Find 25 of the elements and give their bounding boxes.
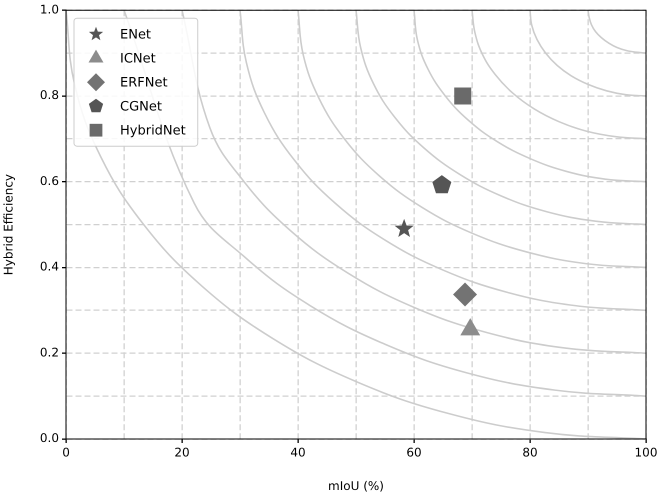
point xyxy=(454,87,472,104)
y-tick-label: 0.6 xyxy=(40,174,59,188)
legend-label: CGNet xyxy=(120,100,162,115)
y-tick-label: 0.0 xyxy=(40,431,59,446)
x-tick-label: 60 xyxy=(406,445,422,460)
point xyxy=(432,175,452,194)
y-tick-label: 0.8 xyxy=(40,88,59,102)
legend-label: ICNet xyxy=(120,52,156,67)
point xyxy=(394,218,414,237)
y-tick-label: 1.0 xyxy=(40,2,59,16)
y-axis-title: Hybrid Efficiency xyxy=(1,174,16,276)
x-tick-label: 20 xyxy=(174,445,190,460)
legend-label: HybridNet xyxy=(120,124,186,139)
line-series xyxy=(66,10,646,439)
x-tick-label: 40 xyxy=(290,445,306,460)
y-tick-label: 0.4 xyxy=(40,260,59,274)
x-tick-label: 80 xyxy=(522,445,538,460)
x-tick-label: 100 xyxy=(634,445,658,460)
point xyxy=(453,282,478,306)
x-tick-label: 0 xyxy=(62,445,70,460)
x-axis-title: mIoU (%) xyxy=(328,478,384,493)
legend-label: ENet xyxy=(120,28,152,43)
point xyxy=(460,318,480,336)
legend-label: ERFNet xyxy=(120,76,168,91)
y-tick-label: 0.2 xyxy=(40,345,59,360)
